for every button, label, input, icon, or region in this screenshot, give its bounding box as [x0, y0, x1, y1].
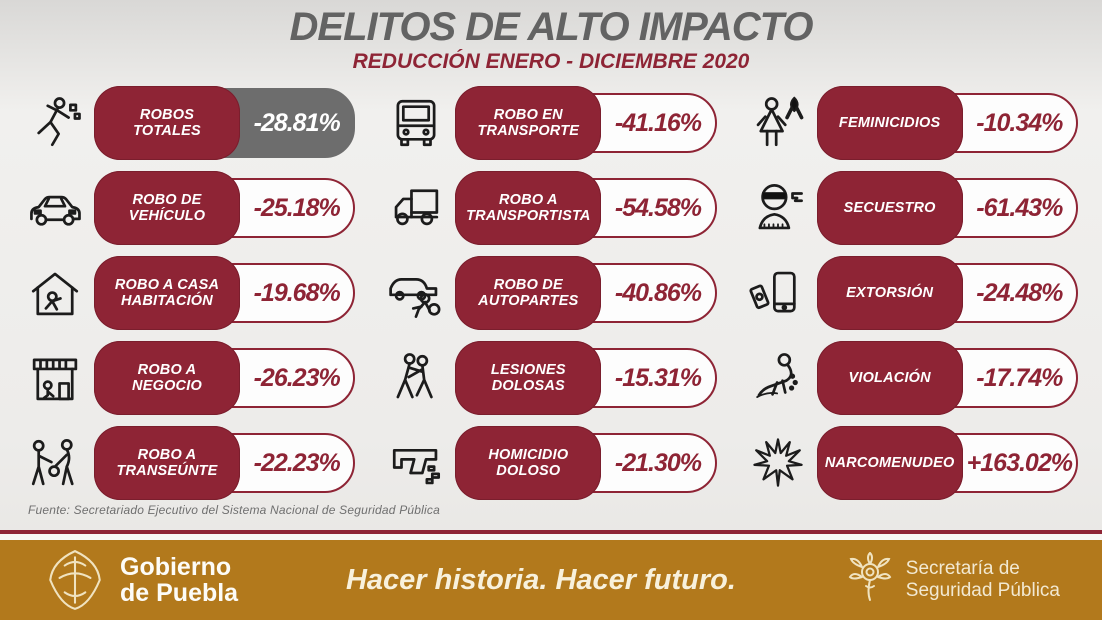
footer: Gobierno de Puebla Hacer historia. Hacer…: [0, 530, 1102, 620]
stat-row-robos-totales: ROBOS TOTALES -28.81%: [24, 86, 356, 160]
stat-row-robo-casa: ROBO A CASA HABITACIÓN -19.68%: [24, 256, 356, 330]
ssp-line2: Seguridad Pública: [905, 580, 1060, 601]
stat-pill: ROBOS TOTALES -28.81%: [94, 86, 356, 160]
stat-pill: ROBO DE AUTOPARTES -40.86%: [455, 256, 717, 330]
stat-label: ROBOS TOTALES: [94, 86, 240, 160]
stats-column-3: FEMINICIDIOS -10.34% SECUESTRO -61.43%: [747, 86, 1078, 500]
stat-pill: FEMINICIDIOS -10.34%: [816, 86, 1078, 160]
stat-label: ROBO A TRANSEÚNTE: [94, 426, 240, 500]
bus-icon: [385, 91, 447, 155]
page-title: DELITOS DE ALTO IMPACTO: [289, 5, 814, 49]
gobierno-line1: Gobierno: [120, 552, 232, 581]
stat-label: SECUESTRO: [816, 171, 963, 245]
footer-bar: Gobierno de Puebla Hacer historia. Hacer…: [0, 540, 1102, 620]
stat-label: ROBO A CASA HABITACIÓN: [94, 256, 240, 330]
stat-row-robo-autopartes: ROBO DE AUTOPARTES -40.86%: [385, 256, 717, 330]
truck-icon: [385, 176, 447, 240]
stat-value: -28.81%: [253, 108, 341, 137]
stat-pill: VIOLACIÓN -17.74%: [816, 341, 1078, 415]
gobierno-text: Gobierno de Puebla: [120, 552, 239, 607]
stat-row-robo-transeunte: ROBO A TRANSEÚNTE -22.23%: [24, 426, 356, 500]
stat-label: ROBO A NEGOCIO: [94, 341, 240, 415]
stat-label: EXTORSIÓN: [816, 256, 963, 330]
stat-value: -40.86%: [614, 278, 702, 307]
stats-column-2: ROBO EN TRANSPORTE -41.16% ROBO A TRANSP…: [385, 86, 717, 500]
stat-value: -15.31%: [614, 363, 702, 392]
gobierno-de-puebla-logo: Gobierno de Puebla: [42, 547, 238, 613]
phone-money-icon: [747, 261, 809, 325]
stat-row-feminicidios: FEMINICIDIOS -10.34%: [747, 86, 1078, 160]
store-icon: [24, 346, 86, 410]
ssp-emblem-icon: [848, 552, 892, 601]
stat-value: -26.23%: [253, 363, 341, 392]
source-text: Fuente: Secretariado Ejecutivo del Siste…: [28, 503, 440, 517]
stat-pill: ROBO A TRANSPORTISTA -54.58%: [455, 171, 717, 245]
gun-icon: [385, 431, 447, 495]
hostage-icon: [747, 176, 809, 240]
stat-value: -17.74%: [976, 363, 1063, 392]
stat-row-robo-vehiculo: ROBO DE VEHÍCULO -25.18%: [24, 171, 356, 245]
stat-row-narcomenudeo: NARCOMENUDEO +163.02%: [747, 426, 1078, 500]
house-burglar-icon: [24, 261, 86, 325]
stat-pill: HOMICIDIO DOLOSO -21.30%: [455, 426, 717, 500]
woman-ribbon-icon: [747, 91, 809, 155]
fight-icon: [385, 346, 447, 410]
stat-label: ROBO A TRANSPORTISTA: [455, 171, 602, 245]
stat-pill: EXTORSIÓN -24.48%: [816, 256, 1078, 330]
stat-pill: ROBO A TRANSEÚNTE -22.23%: [94, 426, 356, 500]
thief-running-icon: [24, 91, 86, 155]
stat-label: VIOLACIÓN: [816, 341, 963, 415]
stat-pill: NARCOMENUDEO +163.02%: [816, 426, 1078, 500]
stat-label: LESIONES DOLOSAS: [455, 341, 602, 415]
car-icon: [24, 176, 86, 240]
crouching-victim-icon: [747, 346, 809, 410]
stat-label: ROBO EN TRANSPORTE: [455, 86, 602, 160]
stat-row-homicidio: HOMICIDIO DOLOSO -21.30%: [385, 426, 717, 500]
pickpocket-icon: [24, 431, 86, 495]
stat-label: ROBO DE VEHÍCULO: [94, 171, 240, 245]
stat-pill: ROBO A NEGOCIO -26.23%: [94, 341, 356, 415]
stat-row-lesiones: LESIONES DOLOSAS -15.31%: [385, 341, 717, 415]
stat-pill: ROBO A CASA HABITACIÓN -19.68%: [94, 256, 356, 330]
stat-label: HOMICIDIO DOLOSO: [455, 426, 602, 500]
ssp-text: Secretaría de Seguridad Pública: [906, 558, 1060, 602]
stat-label: FEMINICIDIOS: [816, 86, 963, 160]
stats-grid: ROBOS TOTALES -28.81% ROBO DE VEHÍCULO -…: [0, 86, 1102, 500]
stat-value: +163.02%: [966, 448, 1073, 477]
puebla-emblem-icon: [49, 549, 101, 610]
stat-value: -10.34%: [976, 108, 1063, 137]
page-subtitle: REDUCCIÓN ENERO - DICIEMBRE 2020: [352, 50, 750, 73]
stat-label: NARCOMENUDEO: [816, 426, 963, 500]
secretaria-seguridad-logo: Secretaría de Seguridad Pública: [844, 552, 1060, 608]
gobierno-line2: de Puebla: [120, 579, 239, 607]
stat-pill: SECUESTRO -61.43%: [816, 171, 1078, 245]
stat-row-robo-transporte: ROBO EN TRANSPORTE -41.16%: [385, 86, 717, 160]
header: DELITOS DE ALTO IMPACTO REDUCCIÓN ENERO …: [0, 0, 1102, 74]
stat-value: -22.23%: [253, 448, 341, 477]
ssp-line1: Secretaría de: [905, 558, 1020, 580]
stat-value: -61.43%: [976, 193, 1063, 222]
stats-column-1: ROBOS TOTALES -28.81% ROBO DE VEHÍCULO -…: [24, 86, 356, 500]
footer-maroon-divider: [0, 530, 1102, 534]
stat-label: ROBO DE AUTOPARTES: [455, 256, 602, 330]
footer-slogan: Hacer historia. Hacer futuro.: [345, 563, 736, 596]
footer-white-divider: [0, 534, 1102, 540]
stat-value: -19.68%: [253, 278, 341, 307]
stat-row-robo-negocio: ROBO A NEGOCIO -26.23%: [24, 341, 356, 415]
stat-row-violacion: VIOLACIÓN -17.74%: [747, 341, 1078, 415]
stat-value: -21.30%: [614, 448, 702, 477]
stat-row-secuestro: SECUESTRO -61.43%: [747, 171, 1078, 245]
car-parts-thief-icon: [385, 261, 447, 325]
stat-value: -54.58%: [614, 193, 702, 222]
stat-value: -41.16%: [614, 108, 702, 137]
stat-pill: ROBO DE VEHÍCULO -25.18%: [94, 171, 356, 245]
stat-pill: ROBO EN TRANSPORTE -41.16%: [455, 86, 717, 160]
stat-row-robo-transportista: ROBO A TRANSPORTISTA -54.58%: [385, 171, 717, 245]
stat-row-extorsion: EXTORSIÓN -24.48%: [747, 256, 1078, 330]
cannabis-leaf-icon: [747, 431, 809, 495]
stat-pill: LESIONES DOLOSAS -15.31%: [455, 341, 717, 415]
stat-value: -24.48%: [976, 278, 1063, 307]
stat-value: -25.18%: [253, 193, 341, 222]
